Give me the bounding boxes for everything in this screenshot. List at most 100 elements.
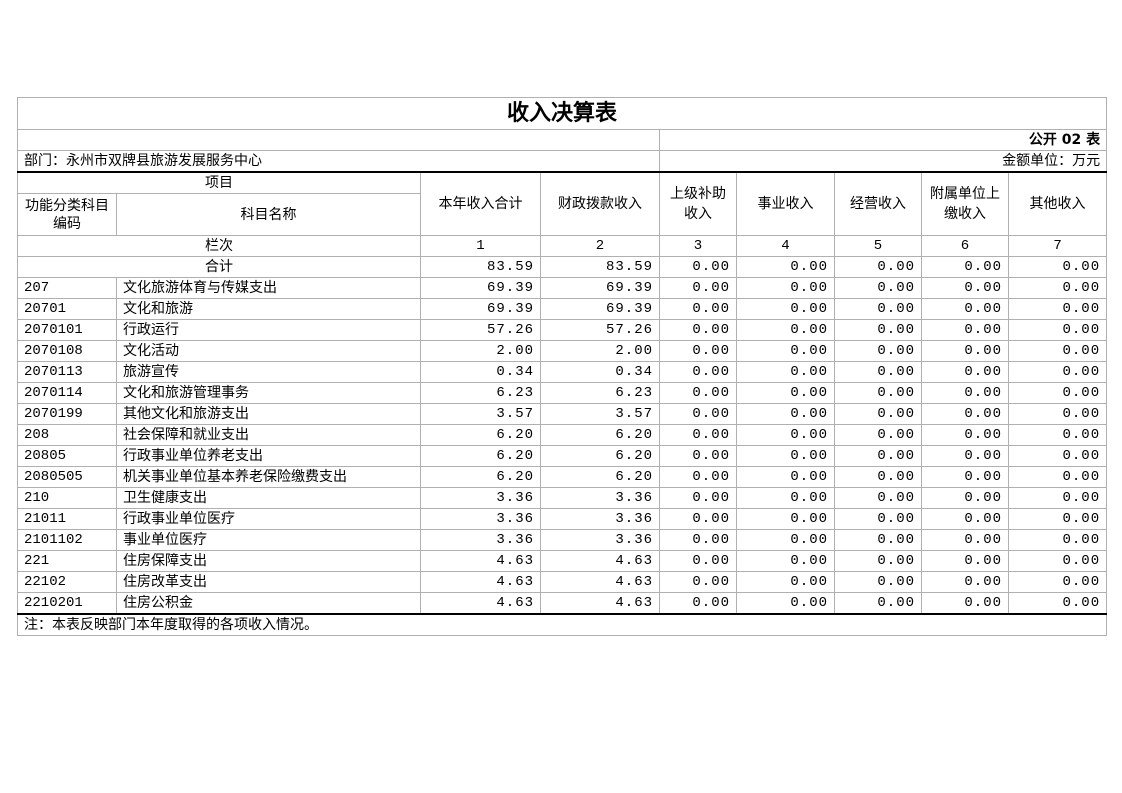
amount-cell: 0.00 bbox=[834, 340, 922, 362]
amount-cell: 0.00 bbox=[736, 319, 835, 341]
amount-cell: 69.39 bbox=[420, 298, 541, 320]
subject-name: 卫生健康支出 bbox=[116, 487, 421, 509]
subject-name: 住房公积金 bbox=[116, 592, 421, 615]
amount-cell: 0.00 bbox=[834, 487, 922, 509]
form-number: 公开 02 表 bbox=[658, 129, 1108, 151]
table-row: 2070101 行政运行 57.26 57.26 0.00 0.00 0.00 0.00 0.0… bbox=[17, 319, 1108, 341]
amount-cell: 0.00 bbox=[921, 424, 1009, 446]
amount-cell: 3.57 bbox=[420, 403, 541, 425]
amount-cell: 0.00 bbox=[1007, 550, 1108, 572]
amount-cell: 0.00 bbox=[1007, 403, 1108, 425]
amount-cell: 0.00 bbox=[1007, 361, 1108, 383]
amount-cell: 0.00 bbox=[921, 487, 1009, 509]
amount-cell: 4.63 bbox=[420, 592, 541, 615]
table-row: 2070113 旅游宣传 0.34 0.34 0.00 0.00 0.00 0.00 0.00 bbox=[17, 361, 1108, 383]
subject-code: 2070101 bbox=[17, 319, 117, 341]
amount-cell: 6.20 bbox=[420, 445, 541, 467]
amount-cell: 0.00 bbox=[736, 424, 835, 446]
amount-cell: 0.00 bbox=[834, 403, 922, 425]
amount-cell: 0.00 bbox=[921, 340, 1009, 362]
amount-cell: 0.00 bbox=[659, 571, 737, 593]
amount-cell: 0.00 bbox=[659, 466, 737, 488]
subject-name: 事业单位医疗 bbox=[116, 529, 421, 551]
amount-cell: 0.00 bbox=[736, 361, 835, 383]
amount-cell: 0.00 bbox=[921, 277, 1009, 299]
amount-cell: 0.00 bbox=[834, 550, 922, 572]
column-number: 7 bbox=[1007, 235, 1108, 257]
total-value: 0.00 bbox=[834, 256, 922, 278]
amount-cell: 3.36 bbox=[540, 508, 660, 530]
column-number: 1 bbox=[420, 235, 541, 257]
subject-code: 20805 bbox=[17, 445, 117, 467]
amount-cell: 57.26 bbox=[540, 319, 660, 341]
amount-cell: 6.20 bbox=[540, 445, 660, 467]
amount-cell: 4.63 bbox=[420, 571, 541, 593]
amount-cell: 3.36 bbox=[540, 529, 660, 551]
subject-name: 住房保障支出 bbox=[116, 550, 421, 572]
subject-name: 行政事业单位养老支出 bbox=[116, 445, 421, 467]
amount-cell: 0.00 bbox=[834, 571, 922, 593]
amount-cell: 0.00 bbox=[921, 571, 1009, 593]
amount-cell: 0.00 bbox=[921, 529, 1009, 551]
table-row: 2070114 文化和旅游管理事务 6.23 6.23 0.00 0.00 0.00 0.00… bbox=[17, 382, 1108, 404]
table-title: 收入决算表 bbox=[16, 97, 1108, 130]
amount-cell: 3.36 bbox=[420, 529, 541, 551]
amount-cell: 0.00 bbox=[834, 508, 922, 530]
table-row: 22102 住房改革支出 4.63 4.63 0.00 0.00 0.00 0.00 0.00 bbox=[17, 571, 1108, 593]
subject-name: 社会保障和就业支出 bbox=[116, 424, 421, 446]
amount-cell: 0.00 bbox=[1007, 445, 1108, 467]
header-fiscal: 财政拨款收入 bbox=[540, 171, 660, 236]
amount-cell: 0.00 bbox=[659, 382, 737, 404]
amount-cell: 0.34 bbox=[420, 361, 541, 383]
subject-code: 2101102 bbox=[17, 529, 117, 551]
amount-cell: 3.36 bbox=[420, 508, 541, 530]
amount-cell: 0.00 bbox=[659, 550, 737, 572]
amount-cell: 0.00 bbox=[736, 403, 835, 425]
amount-cell: 0.00 bbox=[1007, 592, 1108, 615]
column-number: 5 bbox=[834, 235, 922, 257]
income-final-accounts-table: 收入决算表 公开 02 表 部门：永州市双牌县旅游发展服务中心 金额单位：万元 项… bbox=[16, 97, 1108, 636]
amount-cell: 0.34 bbox=[540, 361, 660, 383]
amount-cell: 69.39 bbox=[420, 277, 541, 299]
amount-cell: 0.00 bbox=[834, 445, 922, 467]
subject-code: 2070113 bbox=[17, 361, 117, 383]
department: 部门：永州市双牌县旅游发展服务中心 bbox=[17, 150, 660, 173]
table-row: 2080505 机关事业单位基本养老保险缴费支出 6.20 6.20 0.00 0.00 0… bbox=[17, 466, 1108, 488]
amount-cell: 0.00 bbox=[659, 298, 737, 320]
amount-cell: 0.00 bbox=[736, 571, 835, 593]
total-value: 0.00 bbox=[659, 256, 737, 278]
header-business: 事业收入 bbox=[736, 171, 835, 236]
subject-code: 207 bbox=[17, 277, 117, 299]
header-code: 功能分类科目编码 bbox=[17, 193, 117, 236]
amount-cell: 3.57 bbox=[540, 403, 660, 425]
total-value: 83.59 bbox=[420, 256, 541, 278]
amount-cell: 0.00 bbox=[659, 508, 737, 530]
table-row: 221 住房保障支出 4.63 4.63 0.00 0.00 0.00 0.00 0.00 bbox=[17, 550, 1108, 572]
amount-cell: 3.36 bbox=[420, 487, 541, 509]
column-number: 2 bbox=[540, 235, 660, 257]
column-number: 3 bbox=[659, 235, 737, 257]
amount-cell: 69.39 bbox=[540, 277, 660, 299]
amount-cell: 0.00 bbox=[1007, 529, 1108, 551]
amount-cell: 0.00 bbox=[736, 487, 835, 509]
amount-cell: 0.00 bbox=[1007, 277, 1108, 299]
amount-cell: 0.00 bbox=[659, 277, 737, 299]
amount-cell: 6.23 bbox=[420, 382, 541, 404]
table-note: 注：本表反映部门本年度取得的各项收入情况。 bbox=[16, 613, 1108, 636]
amount-cell: 2.00 bbox=[420, 340, 541, 362]
subject-code: 20701 bbox=[17, 298, 117, 320]
subject-code: 210 bbox=[17, 487, 117, 509]
amount-cell: 0.00 bbox=[659, 340, 737, 362]
amount-cell: 0.00 bbox=[921, 361, 1009, 383]
amount-cell: 0.00 bbox=[921, 382, 1009, 404]
header-operating: 经营收入 bbox=[834, 171, 922, 236]
amount-cell: 0.00 bbox=[736, 508, 835, 530]
amount-cell: 0.00 bbox=[736, 550, 835, 572]
amount-cell: 6.23 bbox=[540, 382, 660, 404]
header-item: 项目 bbox=[17, 171, 421, 194]
amount-cell: 0.00 bbox=[921, 592, 1009, 615]
amount-cell: 0.00 bbox=[834, 382, 922, 404]
amount-cell: 0.00 bbox=[736, 382, 835, 404]
total-value: 0.00 bbox=[736, 256, 835, 278]
table-row: 208 社会保障和就业支出 6.20 6.20 0.00 0.00 0.00 0.00 0.00 bbox=[17, 424, 1108, 446]
